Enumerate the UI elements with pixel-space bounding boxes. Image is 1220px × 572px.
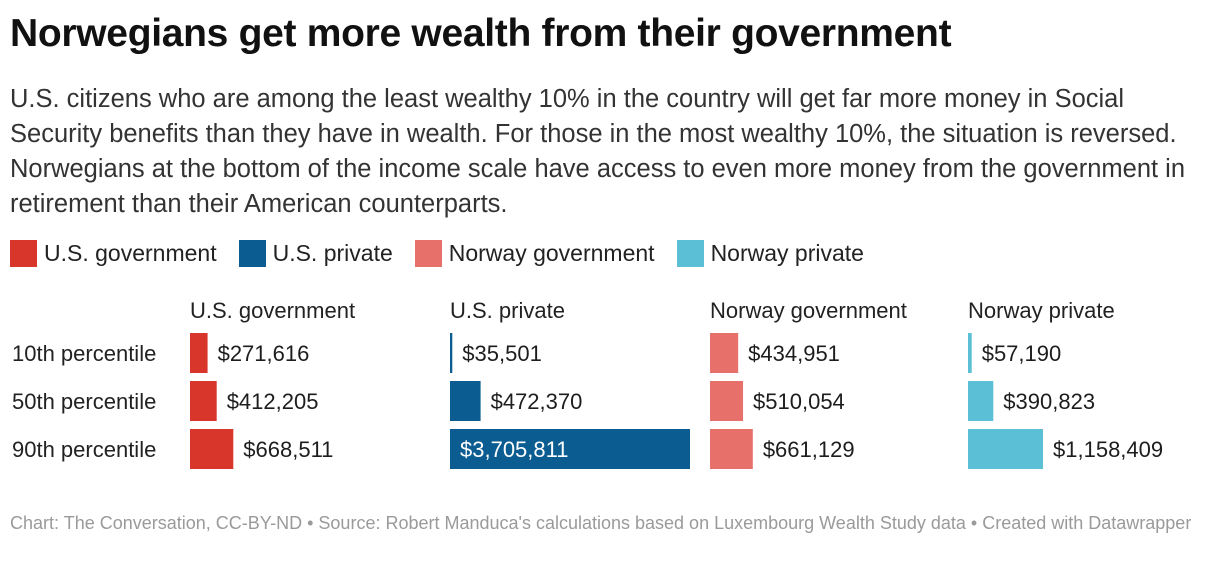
legend-label: U.S. government: [44, 239, 217, 266]
legend-swatch: [414, 239, 442, 267]
legend-label: U.S. private: [272, 239, 393, 266]
legend-label: Norway private: [710, 239, 864, 266]
column-header-u-s-government: U.S. government: [190, 298, 355, 323]
data-label-norway-government-90th-percentile: $661,129: [763, 437, 855, 462]
row-label-90th-percentile: 90th percentile: [12, 437, 156, 462]
chart-title: Norwegians get more wealth from their go…: [10, 12, 952, 55]
bar-norway-private-10th-percentile: [968, 333, 972, 373]
data-label-norway-government-10th-percentile: $434,951: [748, 341, 840, 366]
bar-norway-private-90th-percentile: [968, 429, 1044, 469]
data-label-u-s-government-10th-percentile: $271,616: [218, 341, 310, 366]
data-label-u-s-government-50th-percentile: $412,205: [227, 389, 319, 414]
data-label-norway-private-50th-percentile: $390,823: [1003, 389, 1095, 414]
bar-u-s-private-10th-percentile: [450, 333, 453, 373]
column-header-u-s-private: U.S. private: [450, 298, 565, 323]
data-label-u-s-private-50th-percentile: $472,370: [491, 389, 583, 414]
row-label-50th-percentile: 50th percentile: [12, 389, 156, 414]
legend: U.S. government U.S. private Norway gove…: [10, 238, 886, 268]
data-label-norway-private-10th-percentile: $57,190: [982, 341, 1062, 366]
bar-norway-private-50th-percentile: [968, 381, 994, 421]
legend-item-us-private: U.S. private: [238, 239, 393, 267]
legend-item-norway-government: Norway government: [414, 239, 655, 267]
bar-u-s-private-50th-percentile: [450, 381, 481, 421]
chart-footer: Chart: The Conversation, CC-BY-ND • Sour…: [10, 513, 1192, 533]
bar-norway-government-90th-percentile: [710, 429, 753, 469]
column-header-norway-private: Norway private: [968, 298, 1115, 323]
bar-u-s-government-50th-percentile: [190, 381, 217, 421]
legend-swatch: [676, 239, 704, 267]
row-label-10th-percentile: 10th percentile: [12, 341, 156, 366]
bar-norway-government-10th-percentile: [710, 333, 739, 373]
data-label-u-s-private-10th-percentile: $35,501: [462, 341, 542, 366]
chart-subtitle: U.S. citizens who are among the least we…: [10, 85, 1186, 218]
legend-item-us-government: U.S. government: [10, 239, 217, 267]
legend-swatch: [238, 239, 266, 267]
bar-u-s-government-90th-percentile: [190, 429, 234, 469]
legend-swatch: [10, 239, 37, 267]
column-header-norway-government: Norway government: [710, 298, 907, 323]
bar-u-s-private-90th-percentile: [450, 429, 690, 469]
data-label-norway-private-90th-percentile: $1,158,409: [1053, 437, 1163, 462]
data-label-u-s-private-90th-percentile: $3,705,811: [460, 437, 568, 462]
data-label-norway-government-50th-percentile: $510,054: [753, 389, 845, 414]
data-label-u-s-government-90th-percentile: $668,511: [243, 437, 333, 462]
legend-label: Norway government: [448, 239, 655, 266]
legend-item-norway-private: Norway private: [676, 239, 864, 267]
bar-norway-government-50th-percentile: [710, 381, 744, 421]
bar-u-s-government-10th-percentile: [190, 333, 208, 373]
